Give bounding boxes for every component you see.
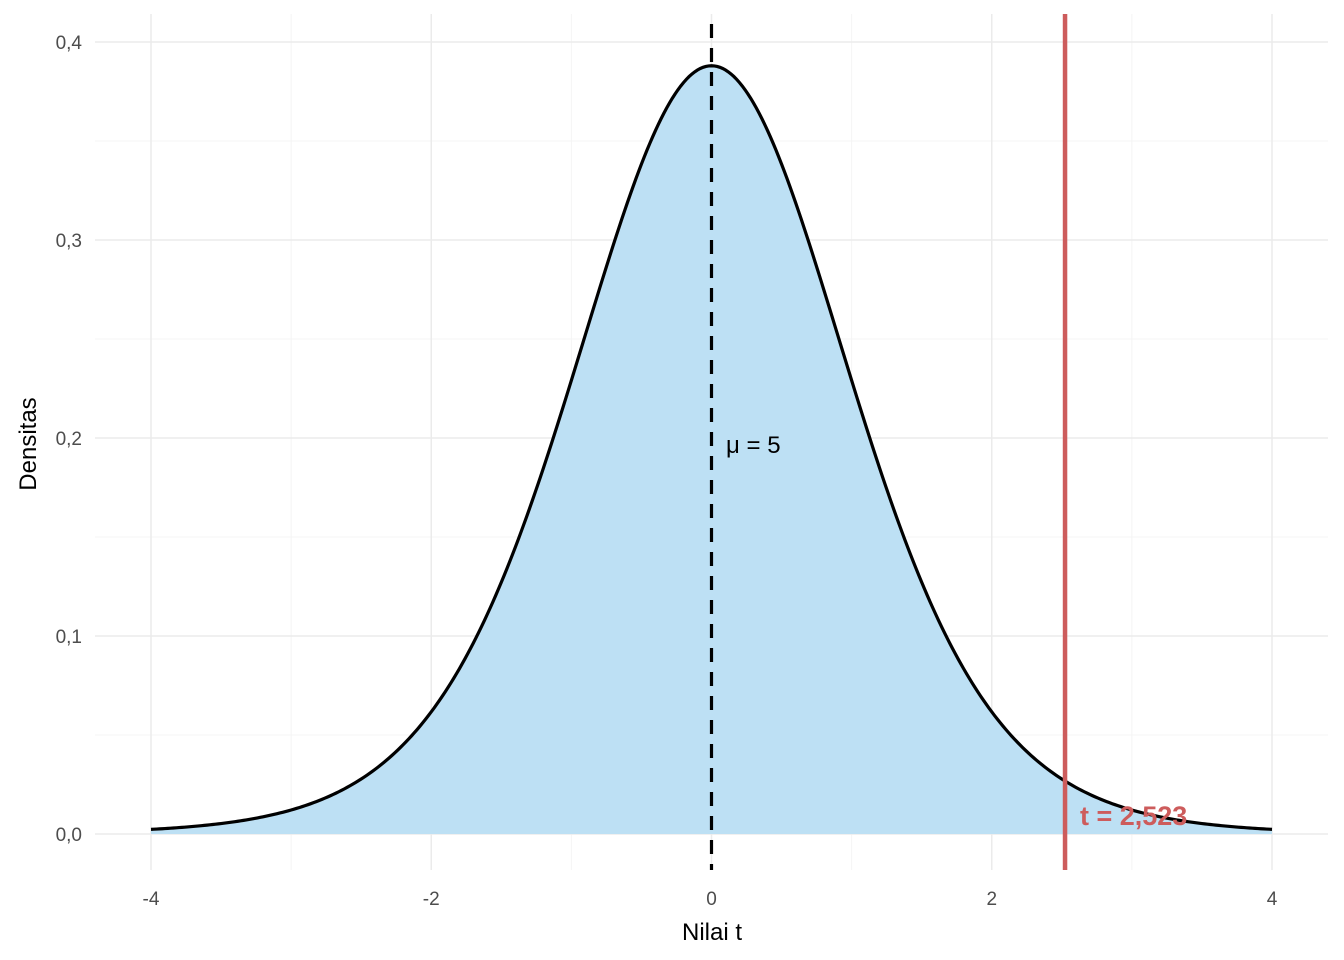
x-tick-label: 2 <box>986 889 997 910</box>
y-tick-label: 0,3 <box>56 231 82 252</box>
density-curve <box>150 64 1273 831</box>
y-axis-tick-labels: 0,0 0,1 0,2 0,3 0,4 <box>56 33 83 846</box>
y-axis-title: Densitas <box>15 397 42 490</box>
x-axis-tick-labels: -4 -2 0 2 4 <box>143 889 1278 910</box>
t-statistic-label: t = 2,523 <box>1080 801 1187 831</box>
x-axis-title: Nilai t <box>682 919 742 946</box>
y-tick-label: 0,4 <box>56 33 83 54</box>
y-tick-label: 0,0 <box>56 825 82 846</box>
x-tick-label: -4 <box>143 889 160 910</box>
y-tick-label: 0,1 <box>56 627 82 648</box>
x-tick-label: -2 <box>423 889 440 910</box>
x-tick-label: 0 <box>706 889 717 910</box>
x-tick-label: 4 <box>1267 889 1278 910</box>
density-area <box>151 65 1272 834</box>
mean-label: μ = 5 <box>726 432 781 459</box>
y-tick-label: 0,2 <box>56 429 82 450</box>
